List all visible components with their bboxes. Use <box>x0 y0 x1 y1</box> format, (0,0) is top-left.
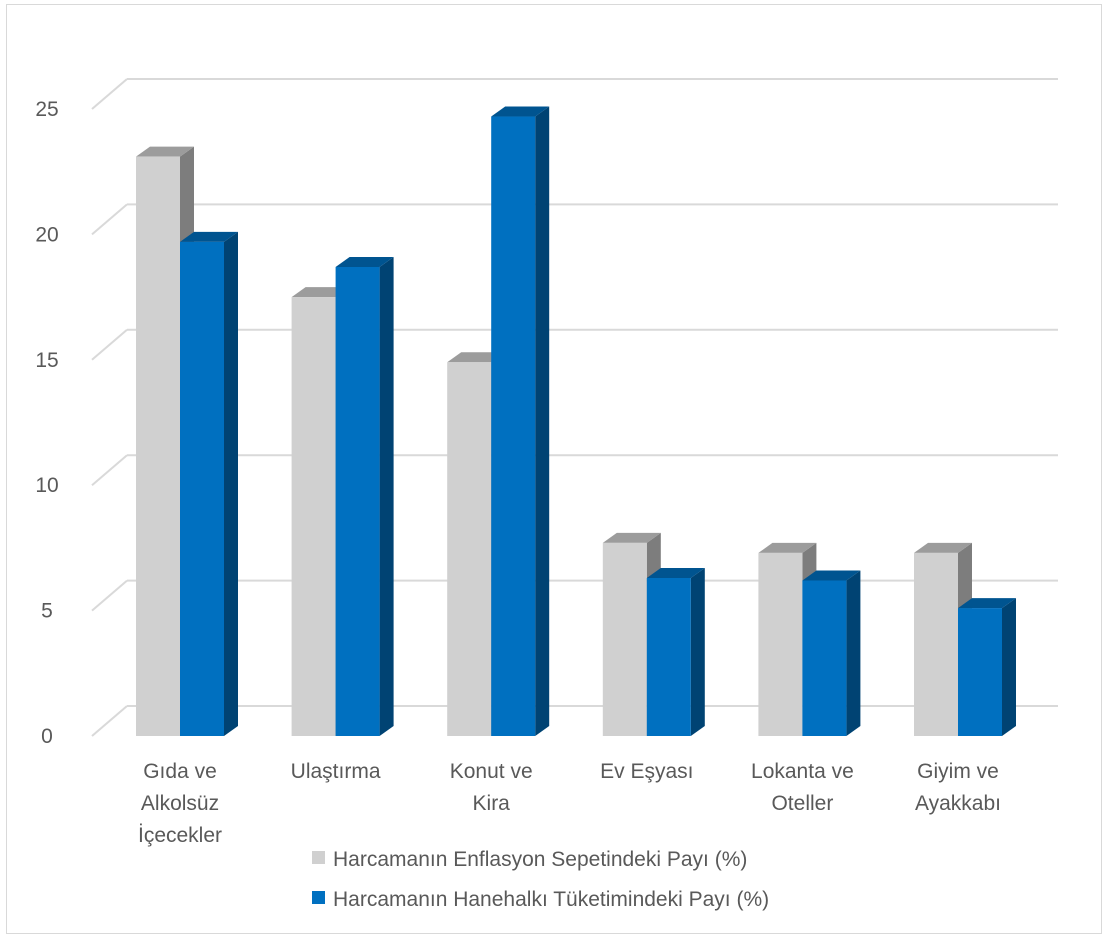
y-tick-label: 5 <box>41 600 53 623</box>
bar-hanehalki-side <box>1002 598 1016 736</box>
y-tick-label: 0 <box>41 725 53 748</box>
bar-enflasyon-front <box>291 297 336 736</box>
gridline-depth <box>91 454 128 486</box>
legend-swatch-hanehalki <box>312 891 325 904</box>
bar-hanehalki-top <box>646 567 705 578</box>
bar-hanehalki-front <box>180 241 224 736</box>
legend-label-hanehalki: Harcamanın Hanehalkı Tüketimindeki Payı … <box>333 888 769 911</box>
bar-hanehalki-top <box>958 598 1016 609</box>
bar-hanehalki-side <box>224 231 238 736</box>
bar-hanehalki <box>646 567 705 736</box>
x-category-label: Lokanta ve Oteller <box>751 760 854 815</box>
gridline-depth <box>91 78 128 110</box>
bar-hanehalki-top <box>491 106 550 117</box>
x-category-label: Giyim ve Ayakkabı <box>915 760 1001 815</box>
bar-hanehalki <box>802 570 861 736</box>
bar-hanehalki-side <box>690 567 705 736</box>
y-tick-label: 20 <box>35 223 58 246</box>
y-tick-label: 15 <box>35 349 58 372</box>
bar-enflasyon-top <box>136 146 194 157</box>
bar-hanehalki-top <box>802 570 861 581</box>
bar-enflasyon-front <box>914 552 958 736</box>
legend-label-enflasyon: Harcamanın Enflasyon Sepetindeki Payı (%… <box>333 848 747 871</box>
x-category-label: Konut ve Kira <box>450 760 533 815</box>
gridline-depth <box>91 579 128 612</box>
bar-hanehalki-side <box>535 106 550 737</box>
gridline-depth <box>91 705 128 737</box>
bar-enflasyon-front <box>758 552 803 736</box>
bar-enflasyon-top <box>602 532 661 543</box>
legend: Harcamanın Enflasyon Sepetindeki Payı (%… <box>312 848 769 911</box>
bar-hanehalki-top <box>180 231 238 242</box>
bar-hanehalki-top <box>335 257 394 268</box>
bar-hanehalki-front <box>646 577 691 736</box>
legend-swatch-enflasyon <box>312 851 325 864</box>
bar-hanehalki-front <box>491 116 536 737</box>
gridlines <box>91 78 1058 737</box>
gridline-depth <box>91 329 128 361</box>
y-axis-ticks: 0 5 10 15 20 25 <box>35 98 58 748</box>
bar-hanehalki <box>491 106 550 737</box>
bar-enflasyon-top <box>758 542 817 553</box>
x-category-label: Ev Eşyası <box>600 760 693 783</box>
bar-hanehalki-side <box>379 257 394 736</box>
bar-hanehalki <box>335 257 394 736</box>
y-tick-label: 10 <box>35 474 58 497</box>
bar-hanehalki <box>958 598 1016 736</box>
x-category-label: Ulaştırma <box>291 760 381 783</box>
bar-enflasyon-top <box>447 352 506 363</box>
bar-enflasyon-front <box>602 542 647 736</box>
bar-enflasyon-front <box>447 362 492 736</box>
bar-hanehalki-side <box>846 570 861 736</box>
y-tick-label: 25 <box>35 98 58 121</box>
x-axis-categories: Gıda ve Alkolsüz İçecekler Ulaştırma Konut v… <box>138 760 1001 847</box>
bar-hanehalki-front <box>335 267 380 736</box>
bar-hanehalki-front <box>802 580 847 736</box>
bar-hanehalki-front <box>958 608 1002 736</box>
x-category-label: Gıda ve Alkolsüz İçecekler <box>138 760 222 847</box>
bar-enflasyon-top <box>291 287 350 298</box>
bar-enflasyon-front <box>136 156 180 737</box>
gridline-depth <box>91 203 128 236</box>
bar-hanehalki <box>180 231 238 736</box>
bar-enflasyon-top <box>914 542 972 553</box>
bars <box>136 106 1016 737</box>
